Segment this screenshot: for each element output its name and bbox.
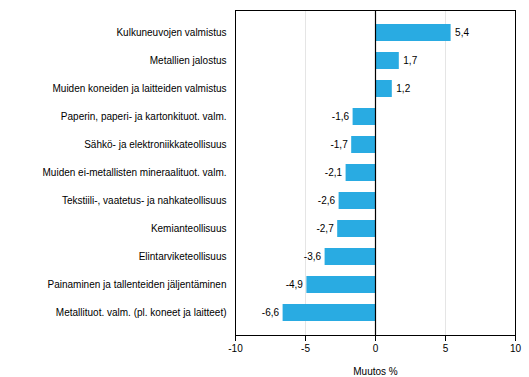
svg-text:-1,6: -1,6 [332, 111, 350, 122]
svg-text:-5: -5 [301, 343, 310, 354]
svg-text:Paperin, paperi- ja kartonkitu: Paperin, paperi- ja kartonkituot. valm. [61, 111, 227, 122]
svg-text:5,4: 5,4 [455, 27, 469, 38]
svg-text:-2,6: -2,6 [318, 195, 336, 206]
svg-text:Metallituot. valm. (pl. koneet: Metallituot. valm. (pl. koneet ja laitte… [56, 307, 227, 318]
svg-text:Muutos %: Muutos % [353, 366, 398, 377]
svg-text:-3,6: -3,6 [304, 251, 322, 262]
svg-text:Tekstiili-, vaatetus- ja nahka: Tekstiili-, vaatetus- ja nahkateollisuus [62, 195, 227, 206]
svg-text:0: 0 [373, 343, 379, 354]
svg-text:Elintarviketeollisuus: Elintarviketeollisuus [139, 251, 227, 262]
svg-text:5: 5 [443, 343, 449, 354]
svg-text:Sähkö- ja elektroniikkateollis: Sähkö- ja elektroniikkateollisuus [84, 139, 226, 150]
svg-text:Painaminen ja tallenteiden jäl: Painaminen ja tallenteiden jäljentäminen [47, 279, 226, 290]
svg-text:-4,9: -4,9 [286, 279, 304, 290]
svg-text:-1,7: -1,7 [330, 139, 348, 150]
svg-text:1,7: 1,7 [403, 55, 417, 66]
svg-text:-10: -10 [228, 343, 243, 354]
svg-text:Muiden koneiden ja laitteiden: Muiden koneiden ja laitteiden valmistus [53, 83, 227, 94]
svg-text:-2,1: -2,1 [325, 167, 343, 178]
svg-text:Metallien jalostus: Metallien jalostus [150, 55, 227, 66]
svg-text:1,2: 1,2 [396, 83, 410, 94]
svg-text:Muiden ei-metallisten mineraal: Muiden ei-metallisten mineraalituot. val… [43, 167, 227, 178]
svg-text:-6,6: -6,6 [262, 307, 280, 318]
svg-text:10: 10 [510, 343, 522, 354]
svg-text:-2,7: -2,7 [316, 223, 334, 234]
svg-text:Kemianteollisuus: Kemianteollisuus [151, 223, 227, 234]
svg-text:Kulkuneuvojen valmistus: Kulkuneuvojen valmistus [116, 27, 226, 38]
